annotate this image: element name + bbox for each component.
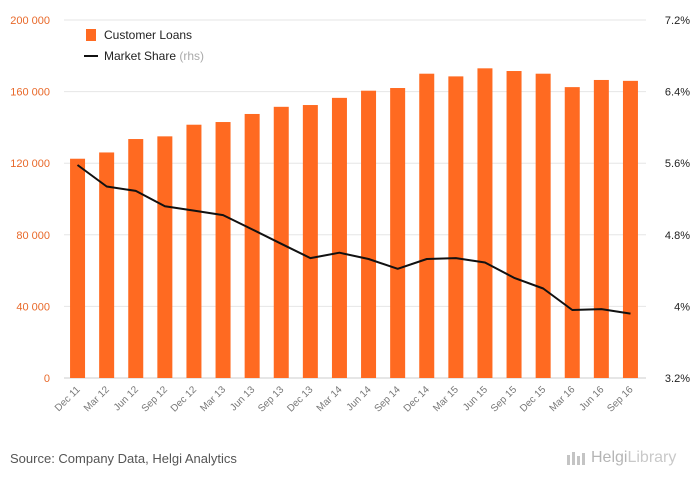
bar-customer-loans bbox=[302, 105, 318, 379]
x-tick-label: Dec 12 bbox=[169, 384, 199, 414]
bar-customer-loans bbox=[535, 73, 551, 378]
x-tick-label: Mar 12 bbox=[82, 384, 112, 414]
logo-text-helgi: Helgi bbox=[591, 449, 628, 466]
y-right-tick-label: 6.4% bbox=[665, 87, 690, 99]
bar-customer-loans bbox=[622, 80, 638, 379]
bar-customer-loans bbox=[70, 158, 86, 378]
x-tick-label: Mar 16 bbox=[548, 384, 578, 414]
source-note: Source: Company Data, Helgi Analytics bbox=[10, 451, 237, 466]
y-right-tick-label: 4.8% bbox=[665, 230, 690, 242]
x-tick-label: Jun 13 bbox=[228, 384, 257, 413]
y-right-tick-label: 7.2% bbox=[665, 15, 690, 27]
legend: Customer Loans Market Share (rhs) bbox=[84, 28, 204, 63]
x-tick-label: Mar 14 bbox=[315, 384, 345, 414]
x-tick-label: Dec 15 bbox=[518, 384, 548, 414]
y-left-tick-label: 200 000 bbox=[10, 15, 50, 27]
line-market-share bbox=[76, 164, 631, 315]
x-tick-label: Jun 14 bbox=[345, 384, 374, 413]
x-tick-label: Dec 14 bbox=[402, 384, 432, 414]
logo-text-library: Library bbox=[627, 449, 677, 466]
x-tick-label: Mar 13 bbox=[198, 384, 228, 414]
x-tick-label: Sep 13 bbox=[256, 384, 286, 414]
y-left-tick-label: 80 000 bbox=[16, 230, 50, 242]
x-tick-label: Sep 14 bbox=[373, 384, 403, 414]
y-left-tick-label: 40 000 bbox=[16, 301, 50, 313]
bar-customer-loans bbox=[186, 124, 202, 378]
bar-customer-loans bbox=[477, 68, 493, 378]
x-tick-label: Jun 15 bbox=[461, 384, 490, 413]
bar-customer-loans bbox=[215, 122, 231, 378]
bar-series bbox=[70, 68, 638, 379]
x-tick-label: Mar 15 bbox=[431, 384, 461, 414]
y-right-tick-label: 5.6% bbox=[665, 158, 690, 170]
x-tick-label: Sep 15 bbox=[489, 384, 519, 414]
legend-swatch-customer-loans bbox=[86, 29, 96, 41]
bar-customer-loans bbox=[128, 139, 144, 378]
y-right-tick-label: 3.2% bbox=[665, 373, 690, 385]
library-icon bbox=[567, 452, 585, 465]
bar-customer-loans bbox=[331, 97, 347, 379]
bar-customer-loans bbox=[157, 136, 173, 378]
bar-customer-loans bbox=[448, 76, 464, 378]
x-tick-label: Jun 16 bbox=[577, 384, 606, 413]
bar-customer-loans bbox=[244, 113, 260, 378]
y-left-tick-label: 0 bbox=[44, 373, 50, 385]
bar-customer-loans bbox=[593, 79, 609, 378]
y-axis-left: 0 40 000 80 000 120 000 160 000 200 000 bbox=[10, 15, 50, 385]
y-axis-right: 3.2% 4% 4.8% 5.6% 6.4% 7.2% bbox=[665, 15, 690, 385]
y-left-tick-label: 120 000 bbox=[10, 158, 50, 170]
x-tick-label: Dec 13 bbox=[285, 384, 315, 414]
bar-customer-loans bbox=[564, 87, 580, 378]
bar-customer-loans bbox=[273, 106, 289, 378]
bar-customer-loans bbox=[99, 152, 115, 378]
line-series bbox=[76, 164, 631, 315]
y-left-tick-label: 160 000 bbox=[10, 87, 50, 99]
x-tick-label: Jun 12 bbox=[112, 384, 141, 413]
bar-customer-loans bbox=[390, 88, 406, 379]
x-tick-label: Dec 11 bbox=[53, 384, 83, 414]
bar-customer-loans bbox=[419, 73, 435, 378]
bar-customer-loans bbox=[361, 90, 377, 378]
y-right-tick-label: 4% bbox=[674, 301, 690, 313]
bar-customer-loans bbox=[506, 71, 522, 378]
x-tick-label: Sep 16 bbox=[605, 384, 635, 414]
legend-label-customer-loans: Customer Loans bbox=[104, 28, 192, 42]
legend-label-market-share: Market Share (rhs) bbox=[104, 49, 204, 63]
helgi-library-logo: HelgiLibrary bbox=[566, 449, 676, 467]
x-tick-label: Sep 12 bbox=[140, 384, 170, 414]
chart: 0 40 000 80 000 120 000 160 000 200 000 3.2% 4… bbox=[10, 15, 690, 415]
